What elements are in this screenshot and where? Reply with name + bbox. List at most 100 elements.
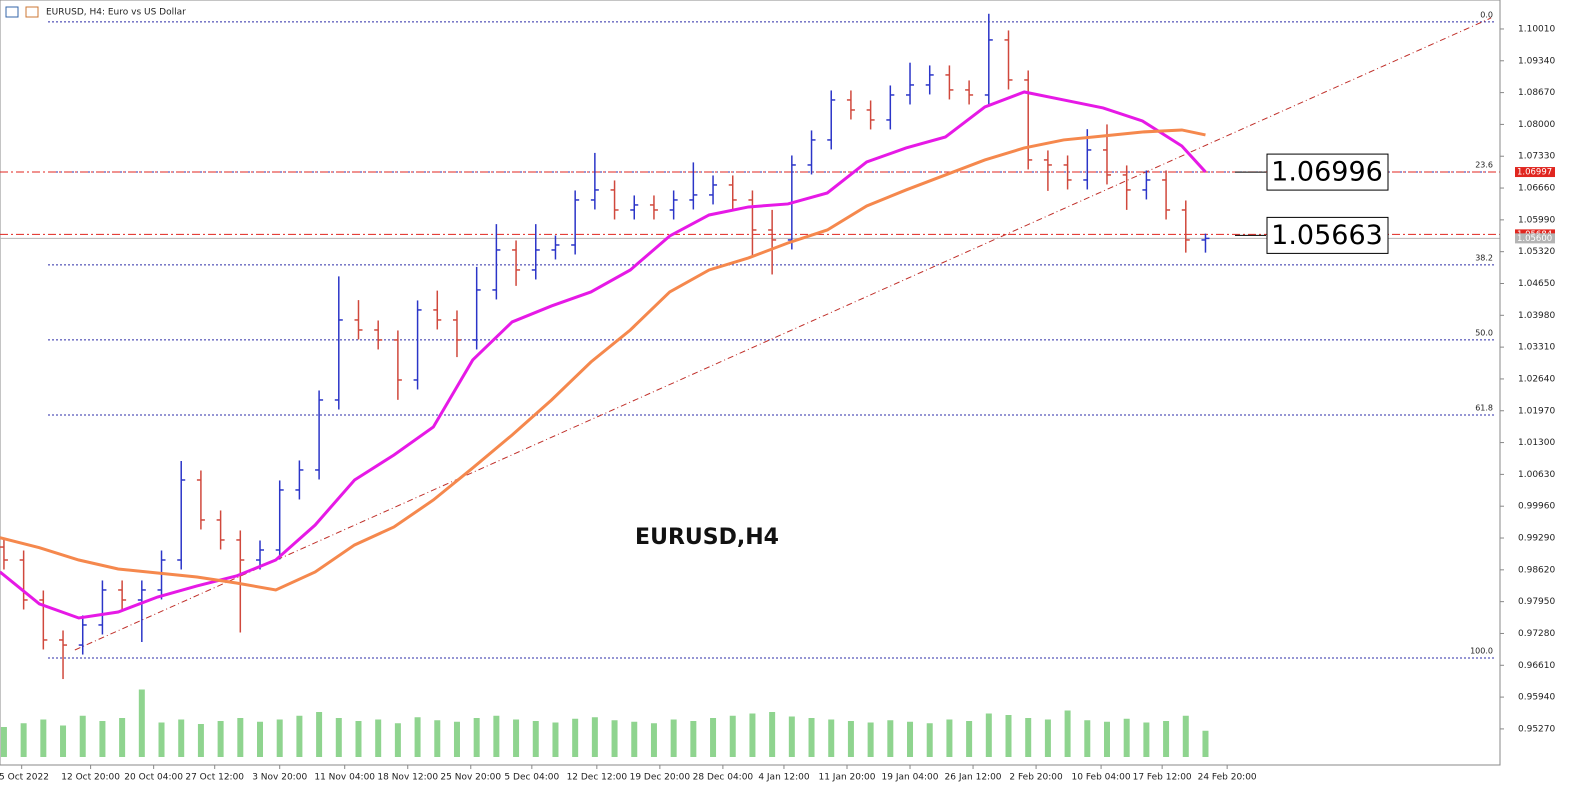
y-tick-label: 0.97950 [1518, 597, 1555, 607]
volume-bar [1064, 710, 1071, 757]
volume-bar [710, 718, 717, 757]
volume-bar [690, 721, 697, 757]
x-tick-label: 10 Feb 04:00 [1072, 773, 1131, 783]
price-tag [1515, 167, 1555, 178]
fib-label: 0.0 [1480, 10, 1493, 19]
moving-average [0, 128, 1206, 592]
y-tick-label: 1.10010 [1518, 24, 1555, 34]
x-tick-label: 12 Oct 20:00 [61, 773, 120, 783]
volume-bar [434, 720, 441, 757]
x-tick-label: 25 Nov 20:00 [440, 773, 501, 783]
volume-bar [926, 723, 933, 757]
axis-bg [1501, 0, 1587, 789]
y-tick-label: 0.95940 [1518, 693, 1555, 703]
volume-bar [1044, 719, 1051, 757]
volume-bar [414, 717, 421, 757]
x-tick-label: 19 Jan 04:00 [882, 773, 939, 783]
volume-bar [20, 723, 27, 757]
fib-label: 38.2 [1475, 253, 1493, 262]
y-tick-label: 1.05320 [1518, 247, 1555, 257]
volume-bar [257, 721, 264, 757]
y-tick-label: 1.01970 [1518, 406, 1555, 416]
volume-bar [1202, 730, 1209, 757]
y-tick-label: 0.95270 [1518, 724, 1555, 734]
x-tick-label: 3 Nov 20:00 [252, 773, 307, 783]
x-tick-label: 26 Jan 12:00 [945, 773, 1002, 783]
x-tick-label: 11 Nov 04:00 [314, 773, 375, 783]
y-tick-label: 0.96610 [1518, 661, 1555, 671]
volume-bar [749, 713, 756, 757]
volume-bar [591, 717, 598, 757]
y-tick-label: 0.99960 [1518, 502, 1555, 512]
volume-bar [217, 721, 224, 757]
volume-bar [670, 719, 677, 757]
volume-bar [532, 721, 539, 757]
x-tick-label: 17 Feb 12:00 [1133, 773, 1192, 783]
volume-bar [60, 725, 67, 757]
y-tick-label: 1.01300 [1518, 438, 1555, 448]
y-tick-label: 1.09340 [1518, 56, 1555, 66]
price-tag-label: 1.06997 [1517, 168, 1552, 178]
volume-bar [867, 722, 874, 757]
x-tick-label: 11 Jan 20:00 [818, 773, 875, 783]
y-tick-label: 1.03980 [1518, 311, 1555, 321]
price-tag-label: 1.05600 [1517, 234, 1552, 244]
volume-bar [237, 718, 244, 757]
volume-bar [1143, 722, 1150, 757]
x-tick-label: 12 Dec 12:00 [567, 773, 628, 783]
moving-average [0, 90, 1207, 620]
annotation: 1.06996 [1271, 157, 1383, 188]
volume-bar [99, 721, 106, 757]
volume-bar [966, 721, 973, 757]
x-tick-label: 5 Dec 04:00 [504, 773, 559, 783]
volume-bar [276, 719, 283, 757]
plot-frame [0, 0, 1501, 766]
x-tick-label: 4 Jan 12:00 [758, 773, 810, 783]
volume-bar [158, 722, 165, 757]
icon [25, 6, 39, 18]
y-tick-label: 1.02640 [1518, 374, 1555, 384]
volume-bar [729, 715, 736, 757]
icon [5, 6, 19, 18]
volume-bar [316, 712, 323, 757]
volume-bar [828, 719, 835, 757]
volume-bar [1025, 718, 1032, 757]
x-tick-label: 27 Oct 12:00 [185, 773, 244, 783]
volume-bar [335, 718, 342, 757]
y-tick-label: 0.98620 [1518, 565, 1555, 575]
volume-bar [631, 721, 638, 757]
volume-bar [1123, 718, 1130, 757]
y-tick-label: 1.05990 [1518, 215, 1555, 225]
y-tick-label: 0.99290 [1518, 534, 1555, 544]
volume-bar [985, 713, 992, 757]
volume-bar [79, 715, 86, 757]
volume-bar [769, 712, 776, 757]
volume-bar [375, 719, 382, 757]
fib-label: 61.8 [1475, 403, 1493, 412]
y-tick-label: 1.03310 [1518, 343, 1555, 353]
volume-bar [197, 724, 204, 757]
y-tick-label: 1.00630 [1518, 470, 1555, 480]
x-tick-label: 19 Dec 20:00 [630, 773, 691, 783]
volume-bar [0, 727, 7, 757]
y-tick-label: 1.07330 [1518, 152, 1555, 162]
fib-label: 100.0 [1470, 646, 1493, 655]
volume-bar [296, 715, 303, 757]
volume-bar [946, 719, 953, 757]
volume-bar [1182, 715, 1189, 757]
y-tick-label: 1.06660 [1518, 184, 1555, 194]
y-tick-label: 1.08670 [1518, 88, 1555, 98]
volume-bar [355, 721, 362, 757]
volume-bar [572, 718, 579, 757]
volume-bar [493, 715, 500, 757]
volume-bar [178, 719, 185, 757]
annotation-box [1266, 153, 1389, 191]
x-tick-label: 5 Oct 2022 [0, 773, 49, 783]
volume-bar [907, 721, 914, 757]
volume-bar [513, 719, 520, 757]
volume-bar [119, 718, 126, 757]
x-tick-label: 2 Feb 20:00 [1009, 773, 1063, 783]
volume-bar [473, 718, 480, 757]
